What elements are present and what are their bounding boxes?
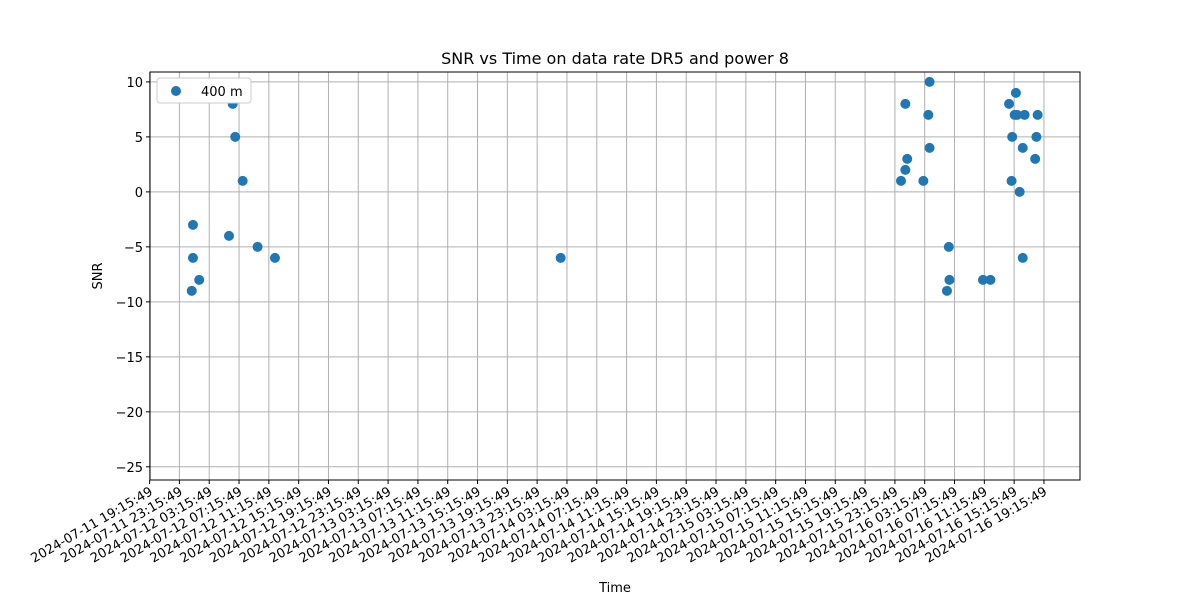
data-point — [900, 164, 911, 175]
data-point — [1014, 186, 1025, 197]
y-tick-label: 5 — [135, 131, 143, 146]
data-point — [1012, 109, 1023, 120]
legend-label: 400 m — [201, 85, 243, 100]
legend: 400 m — [156, 77, 252, 104]
data-point — [1004, 98, 1015, 109]
data-point — [923, 109, 934, 120]
data-point — [224, 230, 235, 241]
y-tick-label: −15 — [116, 351, 143, 366]
plot-frame — [149, 71, 1081, 481]
data-point — [896, 175, 907, 186]
data-point — [1030, 153, 1041, 164]
data-point — [237, 175, 248, 186]
data-point — [1017, 252, 1028, 263]
data-point — [186, 285, 197, 296]
x-axis-title: Time — [598, 581, 631, 596]
data-point — [1019, 109, 1030, 120]
data-point — [1006, 175, 1017, 186]
data-point — [187, 219, 198, 230]
data-point — [943, 241, 954, 252]
y-tick-label: 0 — [135, 186, 143, 201]
data-point — [924, 76, 935, 87]
y-tick-label: −10 — [116, 296, 143, 311]
y-tick-label: 10 — [126, 76, 143, 91]
data-point — [1017, 142, 1028, 153]
y-tick-label: −25 — [116, 461, 143, 476]
data-point — [944, 274, 955, 285]
legend-box — [156, 77, 252, 104]
data-point — [1032, 109, 1043, 120]
data-points — [186, 76, 1043, 296]
y-tick-label: −20 — [116, 406, 143, 421]
y-tick-label: −5 — [124, 241, 143, 256]
data-point — [194, 274, 205, 285]
data-point — [977, 274, 988, 285]
data-point — [252, 241, 263, 252]
data-point — [187, 252, 198, 263]
data-point — [555, 252, 566, 263]
data-point — [1031, 131, 1042, 142]
chart-title: SNR vs Time on data rate DR5 and power 8 — [441, 49, 789, 68]
y-axis-title: SNR — [91, 262, 106, 289]
data-point — [924, 142, 935, 153]
legend-marker — [171, 86, 181, 96]
data-point — [269, 252, 280, 263]
data-point — [902, 153, 913, 164]
data-point — [900, 98, 911, 109]
data-point — [985, 274, 996, 285]
data-point — [1010, 87, 1021, 98]
data-point — [941, 285, 952, 296]
data-point — [918, 175, 929, 186]
data-point — [230, 131, 241, 142]
data-point — [1007, 131, 1018, 142]
